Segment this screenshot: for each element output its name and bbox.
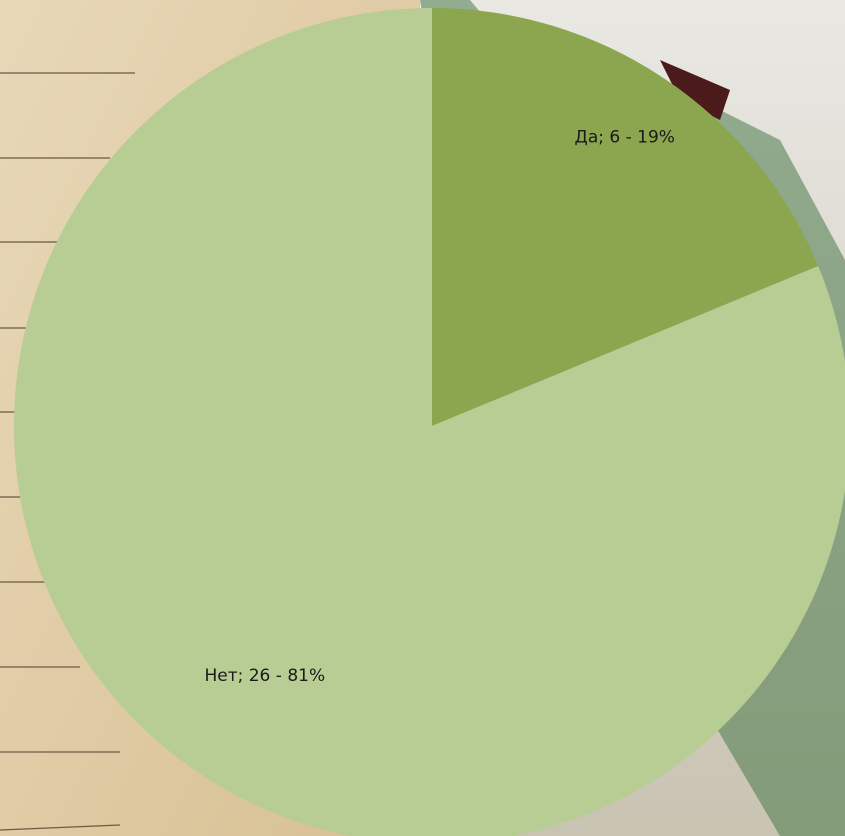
data-label: Да; 6 - 19% — [575, 128, 675, 148]
page: Да; 6 - 19%Нет; 26 - 81% (() => { const … — [0, 0, 845, 836]
pie: Да; 6 - 19% Нет; 26 - 81% — [14, 8, 845, 836]
data-label: Нет; 26 - 81% — [204, 666, 325, 686]
chart: Да; 6 - 19% Нет; 26 - 81% — [0, 0, 845, 836]
